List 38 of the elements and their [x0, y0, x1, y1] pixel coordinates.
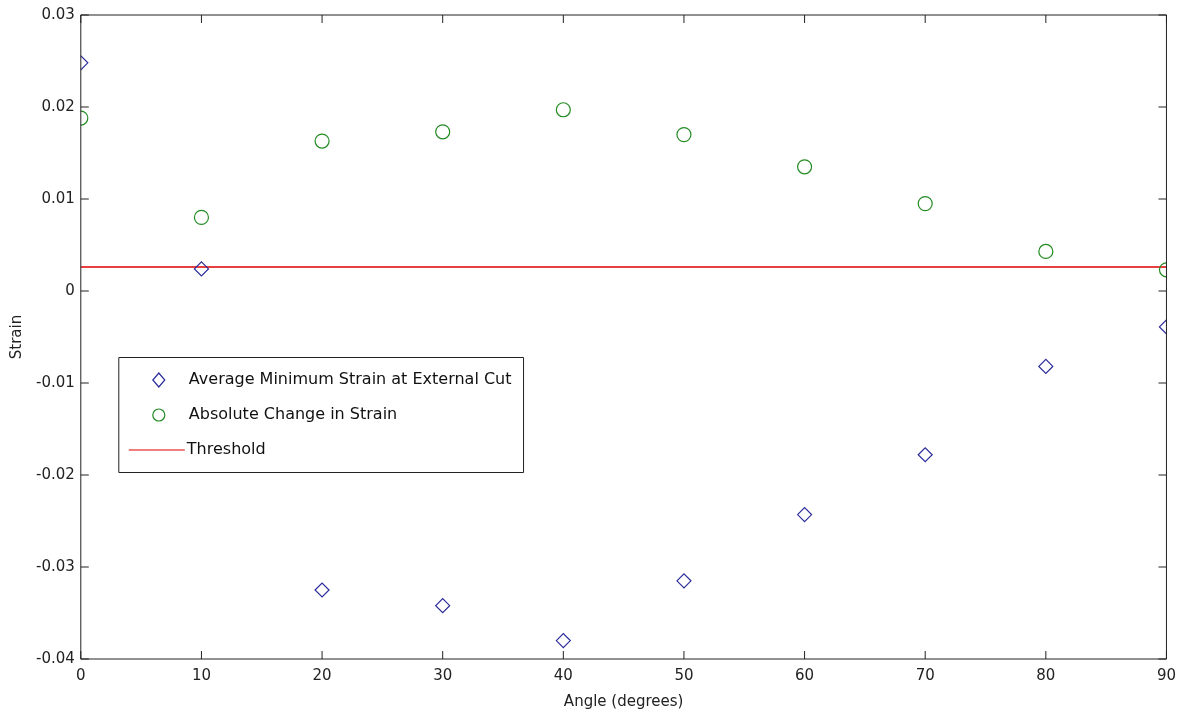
point — [555, 102, 571, 118]
x-tick-label: 70 — [915, 665, 935, 684]
x-axis-title: Angle (degrees) — [563, 691, 684, 710]
point — [193, 209, 210, 225]
legend-label: Average Minimum Strain at External Cut — [188, 369, 512, 389]
point — [1038, 358, 1054, 375]
x-tick-label: 40 — [553, 665, 573, 684]
point — [796, 506, 813, 523]
y-tick-label: 0.03 — [41, 4, 75, 23]
y-tick-label: -0.01 — [36, 372, 75, 391]
x-tick-label: 60 — [795, 665, 815, 684]
point — [193, 261, 210, 277]
y-axis-title: Strain — [6, 314, 25, 360]
point — [676, 573, 692, 589]
x-tick-label: 50 — [674, 665, 694, 684]
y-tick-label: -0.04 — [36, 648, 75, 667]
point — [555, 633, 571, 649]
y-tick-label: 0.02 — [41, 96, 75, 115]
point — [314, 582, 330, 598]
x-tick-label: 90 — [1156, 665, 1176, 684]
x-tick-label: 30 — [433, 665, 453, 684]
point — [917, 447, 933, 463]
point — [435, 598, 451, 614]
point — [676, 127, 692, 143]
x-tick-label: 10 — [191, 665, 211, 684]
y-tick-label: -0.03 — [36, 556, 75, 575]
point — [796, 159, 813, 175]
point — [917, 196, 933, 212]
x-tick-label: 20 — [312, 665, 332, 684]
legend-label: Threshold — [185, 439, 266, 459]
legend-label: Absolute Change in Strain — [188, 404, 398, 424]
x-tick-label: 80 — [1036, 665, 1056, 684]
y-tick-label: -0.02 — [36, 464, 75, 483]
y-tick-label: 0.01 — [41, 188, 75, 207]
point — [314, 133, 330, 149]
y-tick-label: 0 — [65, 280, 75, 299]
point — [1038, 243, 1054, 260]
point — [435, 124, 451, 140]
